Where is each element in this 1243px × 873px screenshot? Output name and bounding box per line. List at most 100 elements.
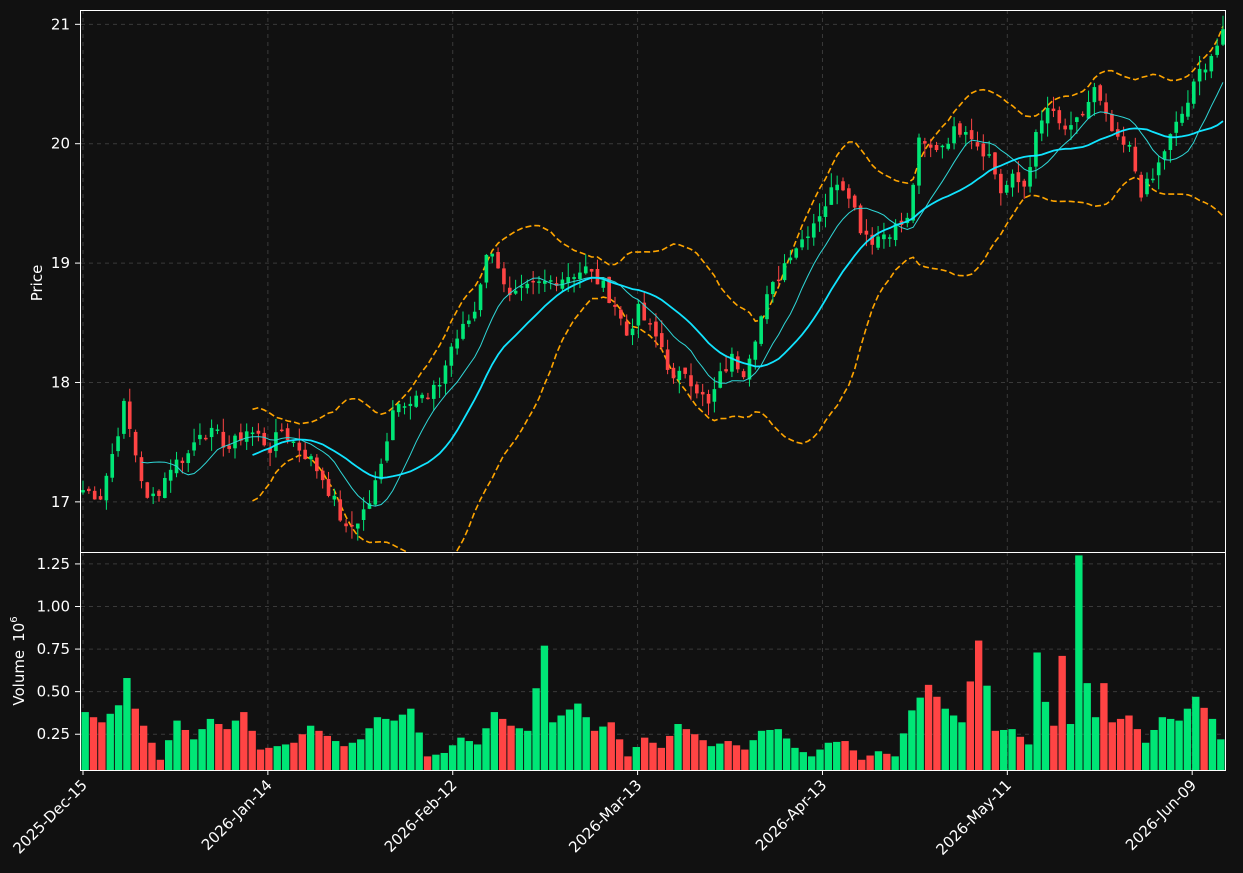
volume-bar xyxy=(332,741,340,770)
volume-bar xyxy=(298,734,306,770)
volume-bar xyxy=(1125,715,1133,770)
volume-bar xyxy=(1083,683,1091,770)
price-tick-label: 17 xyxy=(51,493,70,511)
volume-bar xyxy=(165,740,173,770)
volume-bar xyxy=(1066,724,1075,770)
candle-body xyxy=(139,457,144,482)
candle-body xyxy=(835,184,839,191)
volume-bar xyxy=(549,722,557,770)
candle-body xyxy=(110,454,115,478)
candle-body xyxy=(782,263,787,281)
sma-short-line xyxy=(141,82,1224,507)
candle-body xyxy=(396,404,401,413)
candle-body xyxy=(1191,81,1196,104)
candle-body xyxy=(157,490,161,496)
candle-body xyxy=(817,216,822,222)
volume-bar xyxy=(582,717,590,770)
candle-body xyxy=(1098,85,1103,101)
volume-bar xyxy=(1192,696,1200,770)
candle-body xyxy=(583,266,588,274)
candle-body xyxy=(887,237,892,239)
candle-body xyxy=(811,223,816,238)
volume-bar xyxy=(757,730,766,770)
bollinger-lower xyxy=(252,176,1224,552)
candle-body xyxy=(706,393,711,404)
candle-body xyxy=(1197,68,1202,82)
candle-body xyxy=(981,143,986,157)
candle-body xyxy=(309,456,313,460)
candle-body xyxy=(180,460,185,463)
candle-body xyxy=(934,145,939,151)
volume-bar xyxy=(891,756,899,770)
volume-bar xyxy=(240,712,248,770)
volume-bar xyxy=(198,729,206,770)
candle-body xyxy=(408,403,413,407)
candle-body xyxy=(484,254,489,283)
candle-body xyxy=(858,205,863,234)
volume-bar xyxy=(724,741,732,770)
candle-body xyxy=(741,371,746,378)
candle-body xyxy=(297,442,302,451)
volume-bar xyxy=(1116,718,1125,770)
volume-bar xyxy=(357,739,365,770)
volume-bar xyxy=(774,729,782,770)
candle-body xyxy=(98,496,103,500)
candle-body xyxy=(578,272,582,279)
volume-bar xyxy=(974,640,983,770)
volume-tick-label: 1.25 xyxy=(37,555,70,573)
volume-bar xyxy=(98,722,106,770)
candle-body xyxy=(531,280,535,283)
candle-body xyxy=(993,152,997,175)
volume-bar xyxy=(899,733,908,770)
candle-body xyxy=(1133,146,1138,172)
candle-body xyxy=(209,427,214,438)
volume-bar xyxy=(1200,707,1208,770)
bollinger-upper xyxy=(252,25,1224,425)
volume-bar xyxy=(1141,742,1150,770)
candle-body xyxy=(186,453,191,464)
volume-bar xyxy=(816,749,824,770)
volume-bar xyxy=(181,729,190,770)
candle-body xyxy=(244,431,249,442)
volume-bar xyxy=(1041,701,1050,770)
candle-body xyxy=(1127,144,1132,147)
candle-body xyxy=(1063,125,1067,130)
candle-body xyxy=(373,480,378,505)
volume-bar xyxy=(590,730,599,770)
candle-body xyxy=(659,333,664,348)
volume-bar xyxy=(1217,739,1225,770)
volume-bar xyxy=(949,715,958,770)
volume-bar xyxy=(824,742,833,770)
candle-body xyxy=(1034,132,1038,167)
candle-body xyxy=(385,441,389,461)
candle-body xyxy=(882,234,886,240)
candle-body xyxy=(1168,134,1173,150)
candle-body xyxy=(700,391,705,395)
sma-long-line xyxy=(252,120,1224,479)
candle-body xyxy=(1004,184,1009,193)
candle-body xyxy=(513,290,518,294)
candle-body xyxy=(1092,87,1097,103)
volume-bar xyxy=(807,756,816,770)
candle-body xyxy=(683,367,687,374)
candle-body xyxy=(794,248,799,258)
volume-bar xyxy=(348,742,357,770)
candle-body xyxy=(1069,125,1073,130)
volume-bar xyxy=(983,685,991,770)
volume-bar xyxy=(256,749,265,770)
candle-body xyxy=(496,252,500,269)
volume-bar xyxy=(682,729,691,770)
candle-body xyxy=(420,394,424,399)
volume-bar xyxy=(440,752,448,770)
volume-bar xyxy=(624,756,632,770)
candle-body xyxy=(595,268,600,285)
price-tick-label: 20 xyxy=(51,135,70,153)
volume-tick-label: 0.75 xyxy=(37,640,70,658)
candle-body xyxy=(367,503,372,509)
volume-bar xyxy=(657,747,666,770)
volume-bar xyxy=(432,754,440,770)
volume-tick-label: 0.25 xyxy=(37,725,70,743)
volume-bar xyxy=(707,746,716,770)
candle-body xyxy=(695,384,699,394)
